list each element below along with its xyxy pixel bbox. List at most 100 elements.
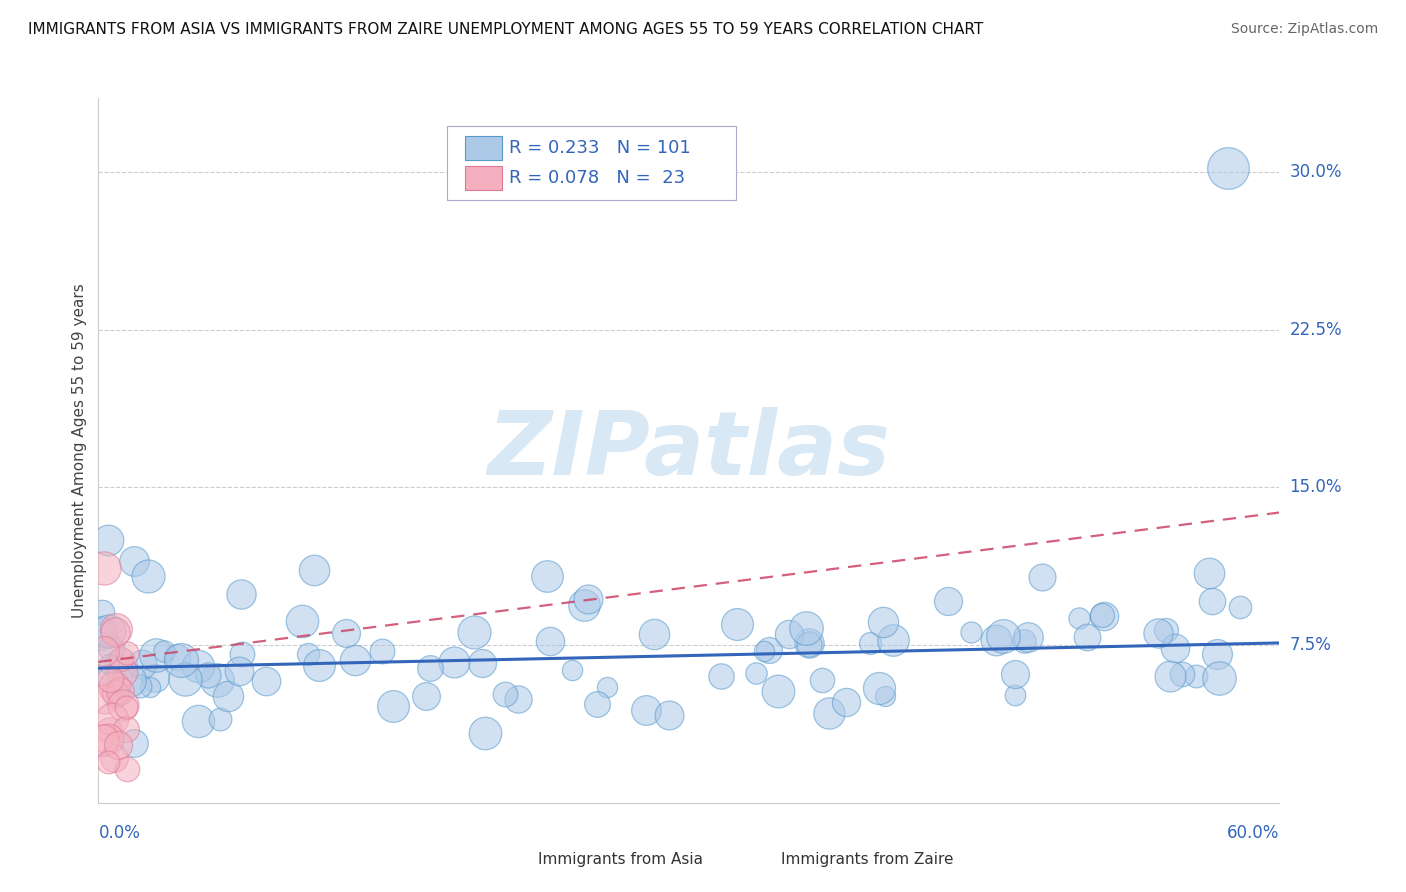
Point: [596, 680, 619, 694]
Point: [93, 561, 115, 575]
Point: [561, 663, 583, 677]
Point: [105, 622, 128, 636]
Point: [474, 725, 496, 739]
Point: [344, 653, 367, 667]
Point: [1067, 610, 1090, 624]
Point: [129, 679, 152, 693]
Point: [101, 712, 124, 726]
FancyBboxPatch shape: [486, 848, 531, 870]
Text: R = 0.233   N = 101: R = 0.233 N = 101: [509, 139, 692, 157]
Point: [810, 673, 832, 687]
Point: [984, 632, 1007, 647]
Point: [291, 614, 314, 628]
Point: [98, 657, 121, 672]
Point: [1012, 634, 1035, 648]
Point: [107, 739, 129, 753]
Text: ZIPatlas: ZIPatlas: [488, 407, 890, 494]
Point: [1076, 630, 1098, 644]
Point: [111, 665, 134, 679]
Point: [658, 707, 681, 722]
Point: [104, 624, 127, 639]
Point: [115, 762, 138, 776]
Point: [768, 684, 790, 698]
Text: Immigrants from Zaire: Immigrants from Zaire: [782, 852, 953, 867]
Point: [538, 633, 561, 648]
Point: [122, 736, 145, 750]
Point: [572, 598, 595, 612]
Point: [91, 732, 114, 747]
Point: [868, 681, 890, 696]
Point: [1147, 625, 1170, 640]
Point: [1004, 689, 1026, 703]
Point: [187, 714, 209, 729]
Point: [794, 621, 817, 635]
Point: [835, 695, 858, 709]
Point: [174, 673, 197, 687]
Point: [710, 669, 733, 683]
Point: [114, 723, 136, 737]
Point: [634, 702, 657, 716]
Point: [98, 672, 121, 686]
Point: [231, 647, 253, 661]
Text: 60.0%: 60.0%: [1227, 824, 1279, 842]
Point: [1031, 570, 1053, 584]
Point: [138, 680, 160, 694]
Point: [197, 667, 219, 681]
Point: [882, 633, 904, 648]
Point: [93, 643, 115, 657]
Point: [1092, 608, 1115, 623]
Point: [1159, 669, 1181, 683]
Point: [799, 637, 821, 651]
Point: [205, 673, 228, 688]
Text: Immigrants from Asia: Immigrants from Asia: [537, 852, 703, 867]
Point: [103, 680, 125, 694]
Point: [103, 751, 125, 765]
Point: [371, 643, 394, 657]
Point: [1229, 600, 1251, 615]
Point: [1171, 666, 1194, 681]
Point: [115, 700, 138, 714]
Point: [98, 723, 121, 737]
Point: [873, 690, 896, 704]
Point: [254, 673, 277, 688]
Point: [576, 592, 599, 607]
Point: [217, 689, 239, 703]
Point: [231, 587, 253, 601]
Point: [799, 636, 821, 650]
Point: [304, 563, 326, 577]
Y-axis label: Unemployment Among Ages 55 to 59 years: Unemployment Among Ages 55 to 59 years: [72, 283, 87, 618]
Point: [725, 616, 748, 631]
Point: [1091, 608, 1114, 623]
Point: [104, 686, 127, 700]
Point: [89, 626, 111, 640]
Point: [508, 692, 530, 706]
Point: [143, 671, 166, 685]
Point: [1198, 566, 1220, 580]
Point: [1218, 161, 1240, 175]
Point: [872, 615, 894, 629]
Point: [187, 658, 209, 673]
Point: [818, 706, 841, 721]
Point: [97, 731, 120, 746]
Point: [111, 698, 134, 712]
Point: [153, 644, 176, 658]
Point: [494, 687, 516, 701]
Point: [960, 624, 983, 639]
Point: [754, 644, 776, 658]
Point: [859, 636, 882, 650]
Point: [110, 651, 132, 665]
FancyBboxPatch shape: [447, 127, 737, 201]
Point: [443, 655, 465, 669]
Point: [145, 648, 167, 662]
Point: [97, 533, 120, 547]
Point: [415, 689, 437, 703]
FancyBboxPatch shape: [464, 136, 502, 161]
Point: [1004, 667, 1026, 681]
Point: [1184, 669, 1206, 683]
Text: 0.0%: 0.0%: [98, 824, 141, 842]
Point: [419, 661, 441, 675]
Point: [131, 657, 153, 671]
Point: [118, 673, 141, 687]
Point: [166, 649, 188, 664]
Text: 15.0%: 15.0%: [1289, 478, 1341, 496]
